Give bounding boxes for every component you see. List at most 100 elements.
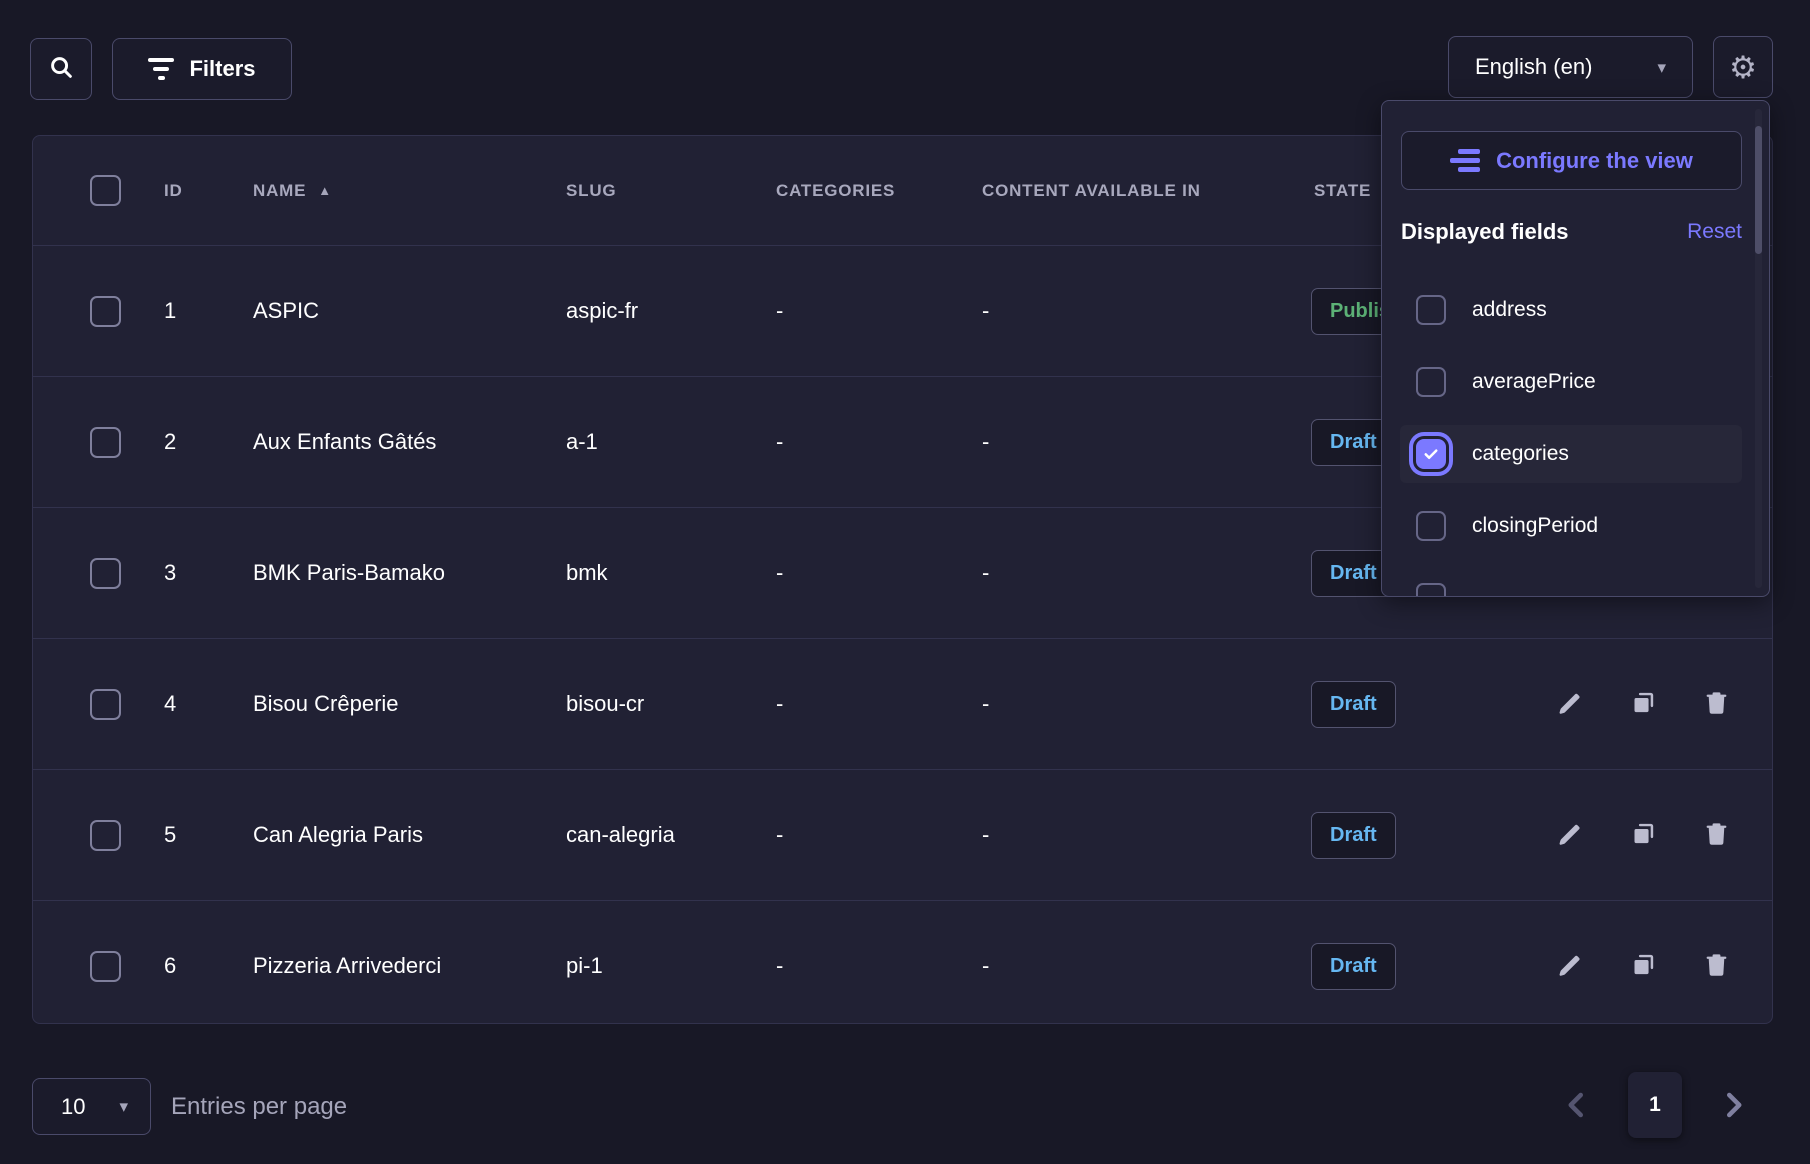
next-page-button[interactable] [1710, 1083, 1756, 1129]
table-header-row: ID NAME ▲ SLUG CATEGORIES CONTENT AVAILA… [33, 136, 1772, 246]
duplicate-button[interactable] [1621, 682, 1665, 726]
row-actions [1548, 770, 1738, 900]
trash-icon [1703, 951, 1730, 981]
configure-view-panel: Configure the view Displayed fields Rese… [1381, 100, 1770, 597]
displayed-field-item[interactable]: averagePrice [1400, 353, 1742, 411]
chevron-right-icon [1718, 1090, 1748, 1123]
cell-slug: bisou-cr [566, 691, 645, 716]
page-size-value: 10 [61, 1093, 86, 1119]
displayed-field-item[interactable] [1400, 569, 1742, 596]
chevron-down-icon: ▾ [1657, 57, 1666, 77]
cell-content-available-in: - [982, 560, 990, 585]
field-checkbox[interactable] [1416, 439, 1446, 469]
row-actions [1548, 901, 1738, 1023]
field-label: categories [1472, 442, 1569, 465]
table-row: 5 Can Alegria Paris can-alegria - - Draf… [33, 770, 1772, 901]
cell-categories: - [776, 429, 784, 454]
row-checkbox[interactable] [90, 951, 121, 982]
cell-id: 6 [164, 953, 177, 978]
page-1-button[interactable]: 1 [1628, 1072, 1682, 1138]
locale-select[interactable]: English (en) ▾ [1448, 36, 1693, 98]
state-badge: Draft [1311, 811, 1396, 859]
pencil-icon [1557, 820, 1584, 850]
field-checkbox[interactable] [1416, 583, 1446, 596]
layout-icon [1450, 149, 1481, 172]
sort-asc-icon: ▲ [318, 183, 332, 198]
column-header-name[interactable]: NAME ▲ [253, 180, 332, 200]
row-checkbox[interactable] [90, 427, 121, 458]
displayed-field-item[interactable]: categories [1400, 425, 1742, 483]
row-checkbox[interactable] [90, 820, 121, 851]
delete-button[interactable] [1694, 813, 1738, 857]
cell-name: BMK Paris-Bamako [253, 560, 445, 585]
table-row: 4 Bisou Crêperie bisou-cr - - Draft [33, 639, 1772, 770]
cell-content-available-in: - [982, 822, 990, 847]
column-header-state: STATE [1314, 180, 1372, 200]
gear-icon: ⚙ [1729, 49, 1757, 85]
previous-page-button[interactable] [1554, 1083, 1600, 1129]
chevron-down-icon: ▾ [119, 1097, 128, 1116]
delete-button[interactable] [1694, 944, 1738, 988]
cell-slug: aspic-fr [566, 298, 639, 323]
pencil-icon [1557, 689, 1584, 719]
duplicate-button[interactable] [1621, 944, 1665, 988]
field-checkbox[interactable] [1416, 367, 1446, 397]
row-actions [1548, 639, 1738, 769]
row-checkbox[interactable] [90, 296, 121, 327]
settings-button[interactable]: ⚙ [1713, 36, 1773, 98]
search-icon [48, 54, 75, 84]
column-header-id[interactable]: ID [164, 180, 183, 200]
edit-button[interactable] [1548, 813, 1592, 857]
column-header-content-available-in: CONTENT AVAILABLE IN [982, 180, 1201, 200]
filters-button[interactable]: Filters [112, 38, 292, 100]
cell-slug: pi-1 [566, 953, 603, 978]
cell-content-available-in: - [982, 953, 990, 978]
row-checkbox[interactable] [90, 689, 121, 720]
cell-name: ASPIC [253, 298, 320, 323]
cell-categories: - [776, 298, 784, 323]
panel-scrollbar-thumb[interactable] [1755, 126, 1762, 254]
configure-the-view-label: Configure the view [1496, 147, 1693, 173]
field-label: address [1472, 298, 1547, 321]
field-checkbox[interactable] [1416, 295, 1446, 325]
page-size-select[interactable]: 10 ▾ [32, 1078, 151, 1135]
state-badge: Draft [1311, 942, 1396, 990]
cell-name: Pizzeria Arrivederci [253, 953, 442, 978]
trash-icon [1703, 820, 1730, 850]
column-header-categories: CATEGORIES [776, 180, 896, 200]
filter-icon [148, 58, 175, 80]
cell-id: 2 [164, 429, 177, 454]
displayed-fields-list: address averagePrice categories closingP… [1400, 281, 1742, 596]
cell-id: 5 [164, 822, 177, 847]
edit-button[interactable] [1548, 944, 1592, 988]
cell-categories: - [776, 691, 784, 716]
displayed-fields-title: Displayed fields [1401, 219, 1569, 244]
select-all-checkbox[interactable] [90, 175, 121, 206]
field-label: averagePrice [1472, 370, 1596, 393]
search-button[interactable] [30, 38, 92, 100]
entries-per-page-label: Entries per page [171, 1092, 348, 1120]
delete-button[interactable] [1694, 682, 1738, 726]
row-checkbox[interactable] [90, 558, 121, 589]
duplicate-icon [1630, 820, 1657, 850]
field-label: closingPeriod [1472, 514, 1599, 537]
cell-content-available-in: - [982, 298, 990, 323]
displayed-fields-header: Displayed fields Reset [1401, 219, 1742, 245]
locale-value: English (en) [1475, 54, 1593, 79]
duplicate-button[interactable] [1621, 813, 1665, 857]
displayed-field-item[interactable]: address [1400, 281, 1742, 339]
reset-button[interactable]: Reset [1687, 220, 1742, 243]
column-header-slug: SLUG [566, 180, 617, 200]
cell-slug: can-alegria [566, 822, 675, 847]
check-icon [1422, 445, 1440, 463]
pencil-icon [1557, 951, 1584, 981]
edit-button[interactable] [1548, 682, 1592, 726]
duplicate-icon [1630, 689, 1657, 719]
cell-content-available-in: - [982, 691, 990, 716]
filters-label: Filters [189, 56, 256, 81]
configure-the-view-button[interactable]: Configure the view [1401, 131, 1742, 190]
field-checkbox[interactable] [1416, 511, 1446, 541]
displayed-field-item[interactable]: closingPeriod [1400, 497, 1742, 555]
cell-content-available-in: - [982, 429, 990, 454]
